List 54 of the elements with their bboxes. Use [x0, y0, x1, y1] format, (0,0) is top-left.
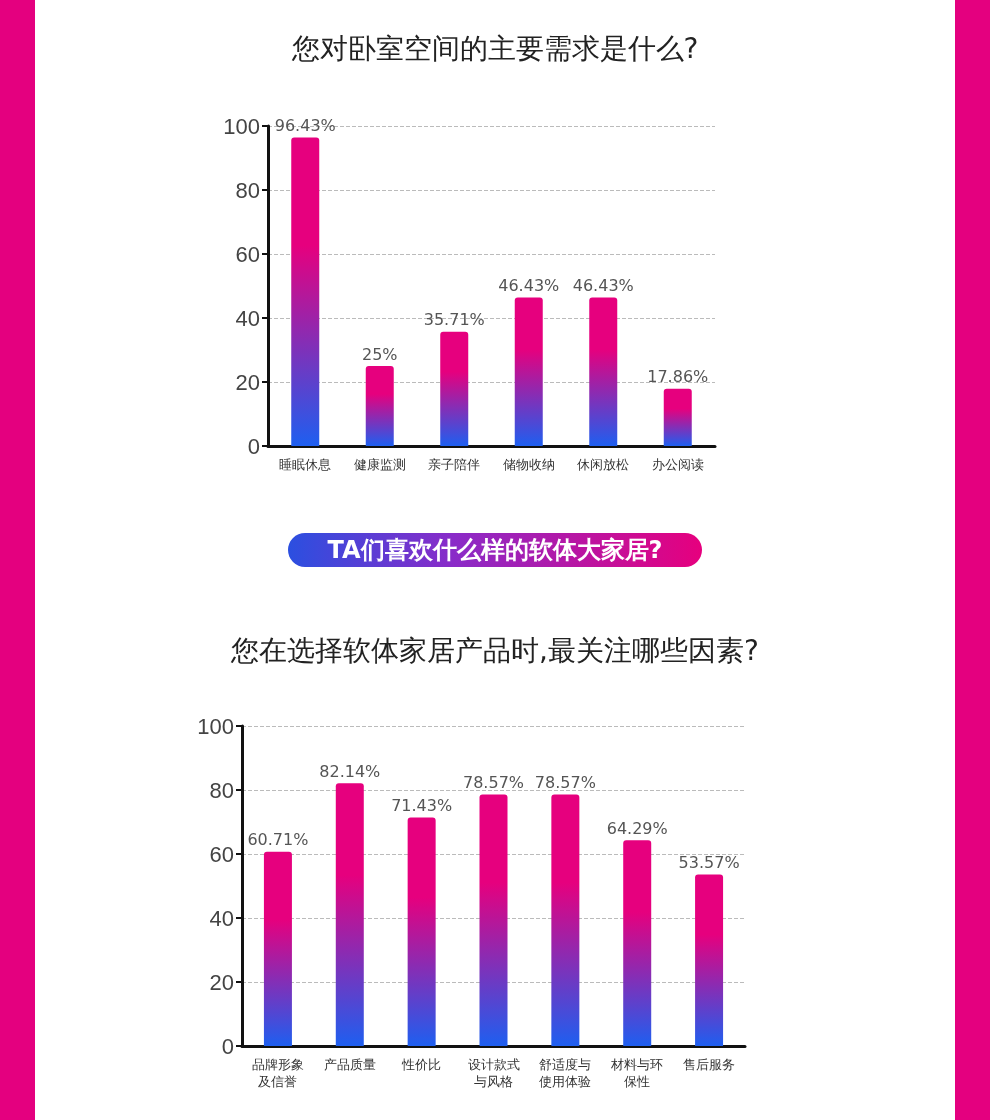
bar — [407, 817, 436, 1046]
data-label: 96.43% — [274, 115, 336, 135]
bar — [551, 794, 580, 1046]
x-tick-label: 品牌形象及信誉 — [251, 1057, 304, 1089]
y-tick-label: 100 — [223, 113, 260, 139]
x-tick-label: 休闲放松 — [577, 457, 630, 472]
bar — [695, 874, 724, 1046]
bar — [440, 331, 469, 446]
x-tick-label: 设计款式与风格 — [467, 1057, 520, 1089]
data-label: 25% — [361, 344, 398, 364]
y-tick-label: 60 — [235, 241, 260, 267]
y-tick-label: 100 — [197, 713, 234, 739]
bar — [479, 794, 508, 1046]
bar — [623, 840, 652, 1046]
chart-subtitle: TA们喜欢什么样的软体大家居? — [288, 533, 702, 567]
y-tick-label: 80 — [209, 777, 234, 803]
data-label: 78.57% — [462, 773, 525, 793]
bar — [291, 137, 320, 446]
y-tick-label: 0 — [247, 433, 260, 459]
data-label: 78.57% — [534, 773, 596, 793]
x-tick-label: 健康监测 — [353, 457, 406, 472]
data-label: 53.57% — [678, 853, 740, 873]
y-tick-label: 0 — [221, 1033, 234, 1059]
y-tick-label: 40 — [209, 905, 234, 931]
data-label: 82.14% — [319, 761, 381, 781]
data-label: 60.71% — [247, 830, 309, 850]
y-tick-label: 20 — [235, 369, 260, 395]
y-tick-label: 40 — [235, 305, 260, 331]
data-label: 71.43% — [391, 795, 453, 815]
x-tick-label: 性价比 — [401, 1057, 442, 1072]
x-tick-label: 储物收纳 — [502, 457, 555, 472]
bar — [514, 297, 543, 446]
x-tick-label: 舒适度与使用体验 — [539, 1057, 592, 1089]
x-tick-label: 亲子陪伴 — [428, 457, 481, 472]
x-tick-label: 办公阅读 — [651, 457, 704, 472]
x-tick-label: 睡眠休息 — [279, 457, 332, 472]
data-label: 46.43% — [498, 275, 560, 295]
data-label: 64.29% — [606, 818, 668, 838]
x-tick-label: 产品质量 — [323, 1057, 376, 1072]
y-tick-label: 60 — [209, 841, 234, 867]
bar — [365, 366, 394, 446]
x-tick-label: 材料与环保性 — [610, 1057, 664, 1089]
data-label: 17.86% — [647, 367, 709, 387]
data-label: 35.71% — [423, 310, 485, 330]
y-tick-label: 80 — [235, 177, 260, 203]
bar — [335, 783, 364, 1046]
y-tick-label: 20 — [209, 969, 234, 995]
bar — [663, 388, 692, 446]
bar — [589, 297, 618, 446]
data-label: 46.43% — [572, 275, 634, 295]
bar — [263, 851, 292, 1046]
chart-title: 您在选择软体家居产品时,最关注哪些因素? — [230, 633, 760, 669]
x-tick-label: 售后服务 — [683, 1057, 736, 1072]
chart-title: 您对卧室空间的主要需求是什么? — [290, 31, 700, 67]
